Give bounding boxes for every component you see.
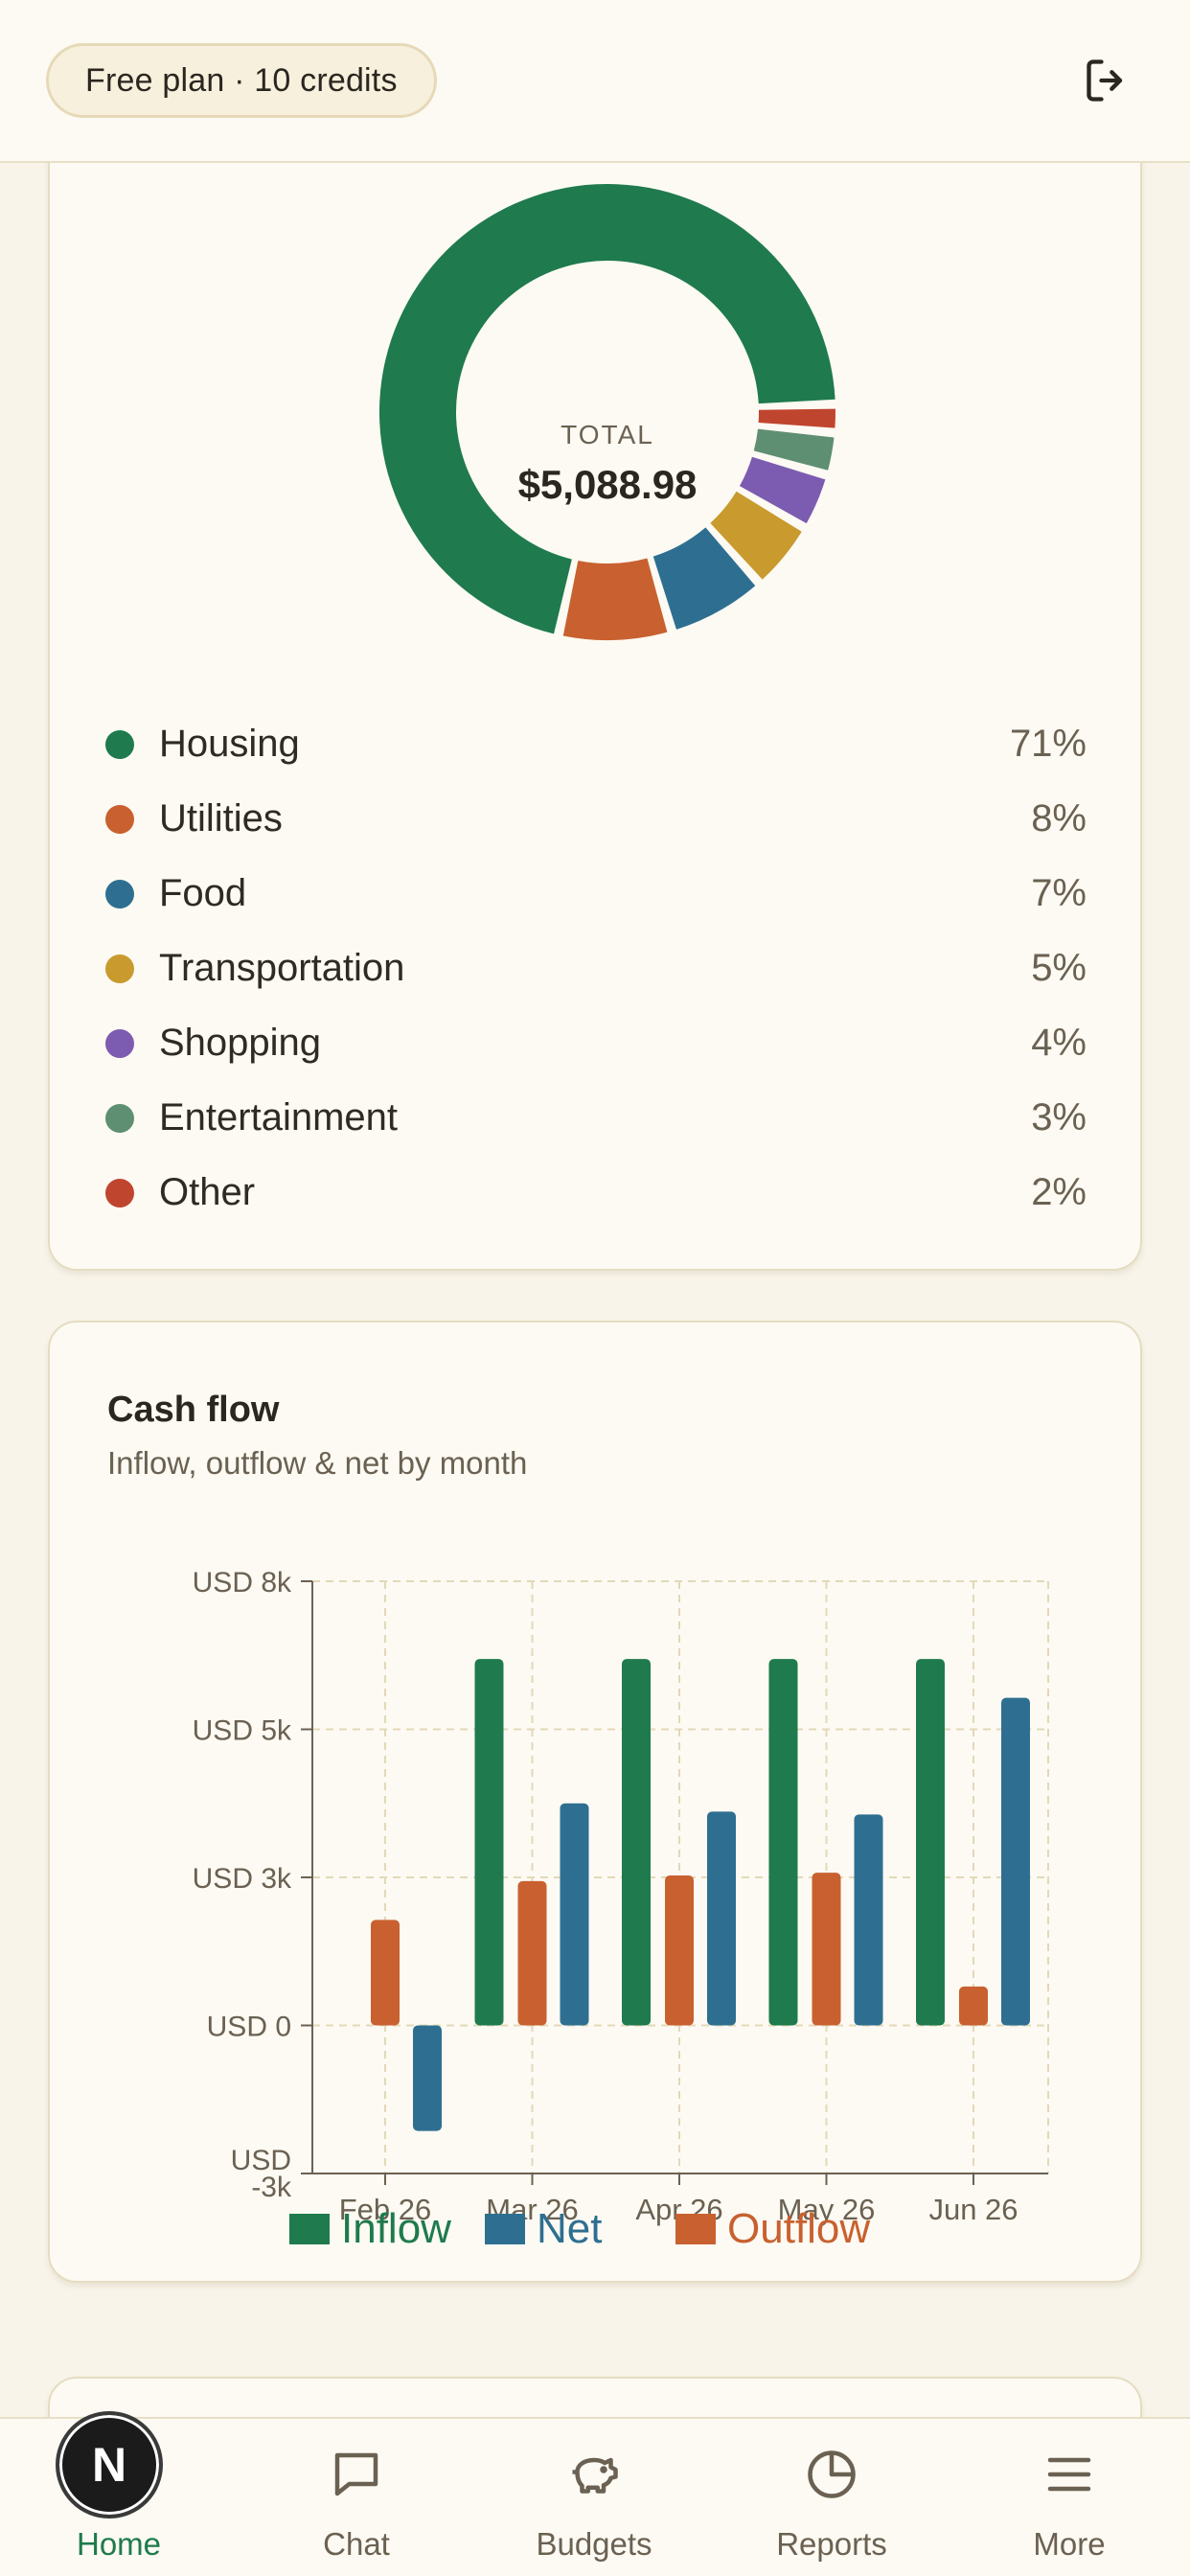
legend-dot [105, 805, 134, 834]
legend-row-housing[interactable]: Housing 71% [105, 709, 1087, 784]
donut-center: TOTAL $5,088.98 [368, 172, 847, 652]
legend-name: Shopping [159, 1022, 322, 1064]
donut-slice-other[interactable] [758, 408, 835, 428]
legend-percent: 4% [1031, 1022, 1087, 1064]
bar-inflow-jun-26[interactable] [916, 1659, 945, 2026]
bar-outflow-feb-26[interactable] [371, 1920, 400, 2026]
bar-net-mar-26[interactable] [560, 1803, 589, 2026]
y-tick-label: USD 0 [207, 2011, 291, 2042]
total-value: $5,088.98 [517, 462, 698, 507]
bar-outflow-apr-26[interactable] [665, 1875, 694, 2026]
nav-label: Home [76, 2526, 162, 2562]
donut-slice-utilities[interactable] [562, 558, 668, 640]
y-tick-label: USD [231, 2145, 291, 2176]
donut-slice-food[interactable] [652, 527, 756, 630]
pie-chart-icon [808, 2450, 856, 2498]
legend-name: Housing [159, 723, 300, 765]
legend-dot [105, 730, 134, 759]
legend-row-other[interactable]: Other 2% [105, 1158, 1087, 1232]
nav-budgets[interactable]: Budgets [475, 2419, 713, 2576]
donut-slice-shopping[interactable] [739, 456, 826, 524]
donut-chart: TOTAL $5,088.98 [368, 172, 847, 652]
legend-row-transportation[interactable]: Transportation 5% [105, 933, 1087, 1008]
bar-inflow-mar-26[interactable] [474, 1659, 504, 2026]
category-legend: Housing 71% Utilities 8% Food 7% Transpo… [105, 709, 1087, 1232]
legend-percent: 5% [1031, 947, 1087, 989]
donut-slice-housing[interactable] [379, 184, 835, 634]
chat-bubble-icon [334, 2452, 378, 2496]
legend-name: Entertainment [159, 1096, 399, 1138]
legend-name: Other [159, 1171, 256, 1213]
total-label: TOTAL [561, 420, 654, 449]
legend-percent: 2% [1031, 1171, 1087, 1213]
nav-label: More [1033, 2526, 1106, 2562]
nav-label: Budgets [536, 2526, 652, 2562]
nav-label: Reports [776, 2526, 887, 2562]
bar-outflow-mar-26[interactable] [517, 1880, 547, 2026]
donut-slice-entertainment[interactable] [753, 428, 835, 471]
chart-legend: Inflow Net Outflow [289, 2205, 870, 2252]
legend-label-net[interactable]: Net [537, 2205, 602, 2252]
logout-icon[interactable] [1083, 56, 1133, 105]
y-tick-label: USD 8k [193, 1567, 292, 1598]
legend-dot [105, 1104, 134, 1133]
menu-icon [1047, 2457, 1091, 2492]
cash-flow-card: Cash flow Inflow, outflow & net by month… [48, 1321, 1142, 2283]
bar-inflow-may-26[interactable] [768, 1659, 798, 2026]
legend-name: Utilities [159, 797, 283, 840]
legend-row-food[interactable]: Food 7% [105, 859, 1087, 933]
legend-percent: 3% [1031, 1096, 1087, 1138]
nav-reports[interactable]: Reports [713, 2419, 950, 2576]
legend-label-outflow[interactable]: Outflow [727, 2205, 870, 2252]
legend-row-entertainment[interactable]: Entertainment 3% [105, 1083, 1087, 1158]
legend-swatch-inflow [289, 2214, 330, 2244]
bar-inflow-apr-26[interactable] [622, 1659, 651, 2026]
cash-flow-subtitle: Inflow, outflow & net by month [107, 1445, 528, 1481]
legend-dot [105, 954, 134, 983]
y-tick-label: -3k [251, 2172, 292, 2203]
top-bar: Free plan · 10 credits [0, 0, 1190, 163]
y-tick-label: USD 3k [193, 1863, 292, 1895]
nav-label: Chat [323, 2526, 390, 2562]
bar-net-feb-26[interactable] [413, 2025, 442, 2131]
bottom-navigation: Home Chat Budgets Reports More [0, 2417, 1190, 2576]
x-tick-label: Feb 26 [339, 2193, 432, 2226]
bar-net-apr-26[interactable] [707, 1811, 736, 2026]
cash-flow-title: Cash flow [107, 1390, 280, 1430]
legend-name: Food [159, 872, 247, 914]
bar-net-jun-26[interactable] [1001, 1697, 1030, 2026]
legend-percent: 71% [1009, 723, 1087, 765]
y-tick-label: USD 5k [193, 1715, 292, 1747]
legend-swatch-net [485, 2214, 525, 2244]
bar-outflow-jun-26[interactable] [959, 1986, 988, 2026]
nav-more[interactable]: More [950, 2419, 1188, 2576]
legend-percent: 7% [1031, 872, 1087, 914]
bar-outflow-may-26[interactable] [812, 1873, 841, 2026]
legend-row-shopping[interactable]: Shopping 4% [105, 1008, 1087, 1083]
legend-dot [105, 1029, 134, 1058]
legend-row-utilities[interactable]: Utilities 8% [105, 784, 1087, 859]
legend-name: Transportation [159, 947, 405, 989]
donut-slice-transportation[interactable] [710, 491, 802, 580]
legend-percent: 8% [1031, 797, 1087, 840]
legend-dot [105, 880, 134, 908]
legend-swatch-outflow [675, 2214, 716, 2244]
legend-dot [105, 1179, 134, 1208]
x-tick-label: May 26 [778, 2193, 876, 2226]
spending-breakdown-card: TOTAL $5,088.98 Housing 71% Utilities 8%… [48, 115, 1142, 1271]
nav-chat[interactable]: Chat [238, 2419, 475, 2576]
user-avatar[interactable]: N [56, 2411, 163, 2518]
plan-badge[interactable]: Free plan · 10 credits [46, 43, 437, 118]
legend-label-inflow[interactable]: Inflow [341, 2205, 451, 2252]
bar-net-may-26[interactable] [854, 1814, 883, 2026]
x-tick-label: Jun 26 [928, 2193, 1018, 2226]
piggy-bank-icon [572, 2457, 618, 2494]
